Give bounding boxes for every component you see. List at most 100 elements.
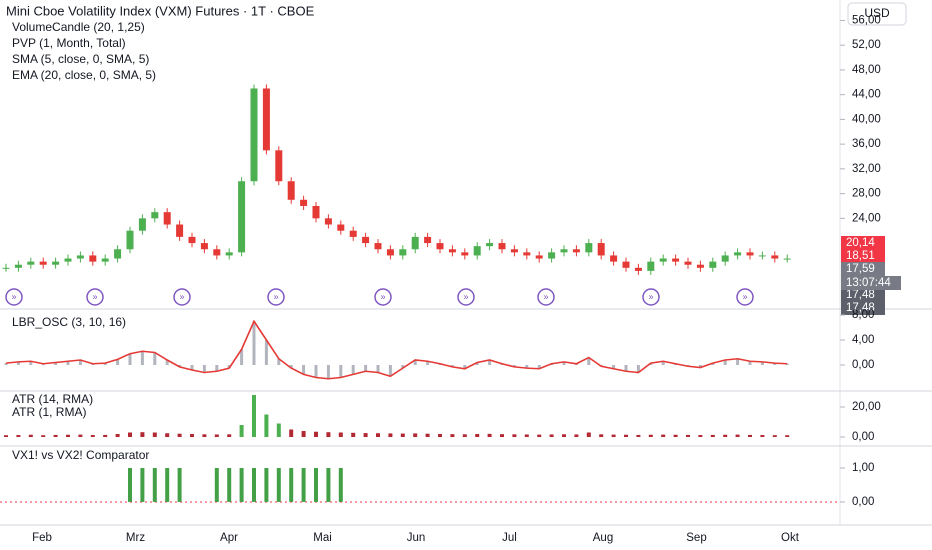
osc-bar bbox=[698, 365, 702, 368]
osc-bar bbox=[525, 365, 529, 369]
osc-bar bbox=[227, 365, 231, 369]
event-icon-glyph: » bbox=[463, 291, 468, 301]
candle bbox=[597, 243, 605, 256]
atr-bar bbox=[648, 434, 653, 438]
candle bbox=[696, 264, 704, 268]
osc-bar bbox=[29, 361, 33, 365]
cmp-bar bbox=[165, 468, 170, 502]
atr-bar bbox=[487, 433, 492, 438]
osc-bar bbox=[711, 363, 715, 365]
candle bbox=[411, 236, 419, 250]
osc-bar bbox=[760, 361, 764, 365]
candle bbox=[461, 252, 469, 256]
event-icon[interactable] bbox=[5, 288, 23, 306]
atr-bar bbox=[28, 434, 33, 438]
atr-bar bbox=[128, 432, 132, 438]
cmp-bar bbox=[177, 468, 182, 502]
indicator-label: PVP (1, Month, Total) bbox=[12, 36, 126, 50]
atr-bar bbox=[723, 434, 728, 438]
event-icon-glyph: » bbox=[742, 291, 747, 301]
osc-bar bbox=[314, 365, 318, 378]
atr-bar bbox=[78, 434, 83, 438]
event-icon[interactable] bbox=[642, 288, 660, 306]
candle bbox=[89, 255, 97, 262]
event-icon[interactable] bbox=[173, 288, 191, 306]
candle bbox=[672, 258, 680, 262]
atr-bar bbox=[748, 434, 752, 438]
x-tick-label: Aug bbox=[593, 532, 613, 544]
x-tick-label: Apr bbox=[220, 532, 238, 544]
event-icon[interactable] bbox=[267, 288, 285, 306]
atr-bar bbox=[239, 425, 244, 438]
indicator-label: VolumeCandle (20, 1,25) bbox=[12, 20, 145, 34]
atr-bar bbox=[53, 434, 58, 438]
candle bbox=[560, 249, 568, 253]
candle bbox=[64, 258, 72, 262]
price-label: 17,48 bbox=[846, 289, 875, 301]
countdown: 13:07:44 bbox=[846, 277, 891, 289]
atr-bar bbox=[624, 434, 628, 438]
y-tick-label: 0,00 bbox=[852, 359, 874, 371]
atr-bar bbox=[661, 434, 666, 438]
osc-bar bbox=[240, 349, 244, 365]
event-icon[interactable] bbox=[86, 288, 104, 306]
atr-bar bbox=[264, 414, 269, 438]
candle bbox=[374, 243, 382, 250]
y-tick-label: 56,00 bbox=[852, 14, 881, 26]
atr-bar bbox=[611, 434, 616, 438]
cmp-bar bbox=[289, 468, 294, 502]
candle bbox=[572, 249, 580, 253]
candle bbox=[709, 261, 717, 268]
cmp-bar bbox=[314, 468, 318, 502]
osc-bar bbox=[624, 365, 628, 372]
atr-bar bbox=[351, 432, 356, 438]
event-icon-glyph: » bbox=[273, 291, 278, 301]
candle bbox=[362, 236, 370, 244]
event-icon[interactable] bbox=[537, 288, 555, 306]
osc-bar bbox=[773, 363, 777, 365]
y-tick-label: 28,00 bbox=[852, 188, 881, 200]
currency[interactable]: USD bbox=[864, 6, 890, 20]
osc-bar bbox=[537, 365, 541, 369]
candle bbox=[250, 88, 258, 182]
x-tick-label: Feb bbox=[32, 532, 52, 544]
candle bbox=[176, 224, 184, 237]
osc-bar bbox=[463, 365, 467, 369]
candle bbox=[39, 261, 47, 265]
event-icon[interactable] bbox=[374, 288, 392, 306]
candle bbox=[138, 218, 146, 231]
atr-bar bbox=[252, 395, 256, 438]
candle bbox=[647, 261, 655, 271]
atr-bar bbox=[586, 432, 591, 438]
atr-bar bbox=[152, 432, 157, 438]
osc-bar bbox=[413, 360, 417, 365]
price-label-bg bbox=[841, 236, 885, 250]
cmp-bar bbox=[326, 468, 331, 502]
atr-bar bbox=[524, 434, 529, 438]
osc-bar bbox=[153, 352, 157, 365]
event-icon[interactable] bbox=[736, 288, 754, 306]
atr-bar bbox=[227, 434, 232, 438]
osc-line bbox=[5, 319, 788, 380]
osc-bar bbox=[636, 365, 640, 373]
currency-button[interactable] bbox=[847, 2, 907, 26]
candle bbox=[312, 205, 320, 219]
cmp-bar bbox=[140, 468, 145, 502]
atr-bar bbox=[326, 432, 331, 438]
candle bbox=[76, 255, 84, 259]
atr-bar bbox=[462, 434, 467, 438]
y-tick-label: 0,00 bbox=[852, 496, 874, 508]
x-tick-label: Mrz bbox=[126, 532, 145, 544]
atr-bar bbox=[735, 434, 740, 438]
candle bbox=[585, 243, 593, 253]
event-icon[interactable] bbox=[457, 288, 475, 306]
indicator-label: EMA (20, close, 0, SMA, 5) bbox=[12, 68, 156, 82]
osc-bar bbox=[289, 365, 293, 369]
price-label-bg bbox=[841, 288, 885, 302]
candle bbox=[337, 224, 345, 231]
x-tick-label: Jul bbox=[502, 532, 517, 544]
event-icon-glyph: » bbox=[380, 291, 385, 301]
event-icon-glyph: » bbox=[92, 291, 97, 301]
candle bbox=[52, 261, 60, 265]
